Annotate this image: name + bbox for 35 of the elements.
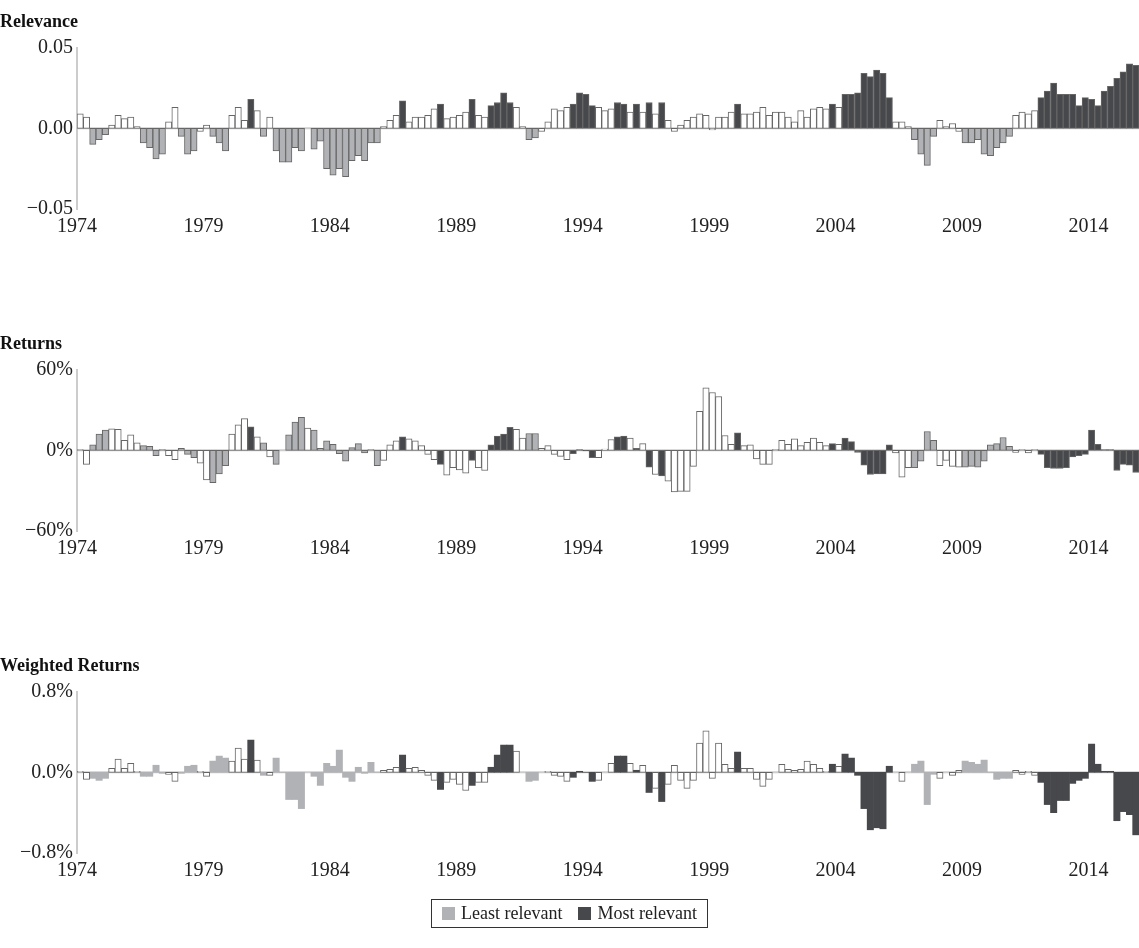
- x-tick-label: 1999: [689, 536, 730, 559]
- x-tick-label: 1989: [436, 214, 477, 237]
- chart-title: Relevance: [0, 11, 78, 32]
- x-tick-label: 1979: [183, 858, 224, 881]
- x-tick-label: 2004: [815, 536, 856, 559]
- x-tick-label: 2004: [815, 858, 856, 881]
- x-tick-label: 1989: [436, 858, 477, 881]
- legend-label: Most relevant: [597, 903, 697, 924]
- x-tick-label: 1984: [309, 858, 350, 881]
- x-tick-label: 1999: [689, 214, 730, 237]
- y-tick-label: 0.0%: [31, 759, 73, 782]
- x-tick-label: 2014: [1068, 536, 1109, 559]
- x-tick-label: 2014: [1068, 214, 1109, 237]
- x-tick-label: 1984: [309, 214, 350, 237]
- x-tick-label: 1979: [183, 536, 224, 559]
- y-tick-label: 0.8%: [31, 678, 73, 701]
- x-tick-label: 1989: [436, 536, 477, 559]
- y-tick-label: 0%: [46, 437, 73, 460]
- x-tick-label: 1999: [689, 858, 730, 881]
- x-tick-label: 1979: [183, 214, 224, 237]
- x-tick-label: 2009: [942, 536, 982, 559]
- x-tick-label: 2004: [815, 214, 856, 237]
- chart-title: Weighted Returns: [0, 655, 140, 676]
- y-tick-label: 60%: [36, 356, 73, 379]
- x-tick-label: 2009: [942, 214, 982, 237]
- x-tick-label: 2014: [1068, 858, 1109, 881]
- y-tick-label: 0.05: [38, 34, 73, 57]
- legend-label: Least relevant: [461, 903, 563, 924]
- x-tick-label: 1994: [562, 214, 603, 237]
- x-tick-label: 2009: [942, 858, 982, 881]
- chart-title: Returns: [0, 333, 62, 354]
- y-tick-label: 0.00: [38, 115, 73, 138]
- x-tick-label: 1994: [562, 536, 603, 559]
- x-tick-label: 1984: [309, 536, 350, 559]
- x-tick-label: 1994: [562, 858, 603, 881]
